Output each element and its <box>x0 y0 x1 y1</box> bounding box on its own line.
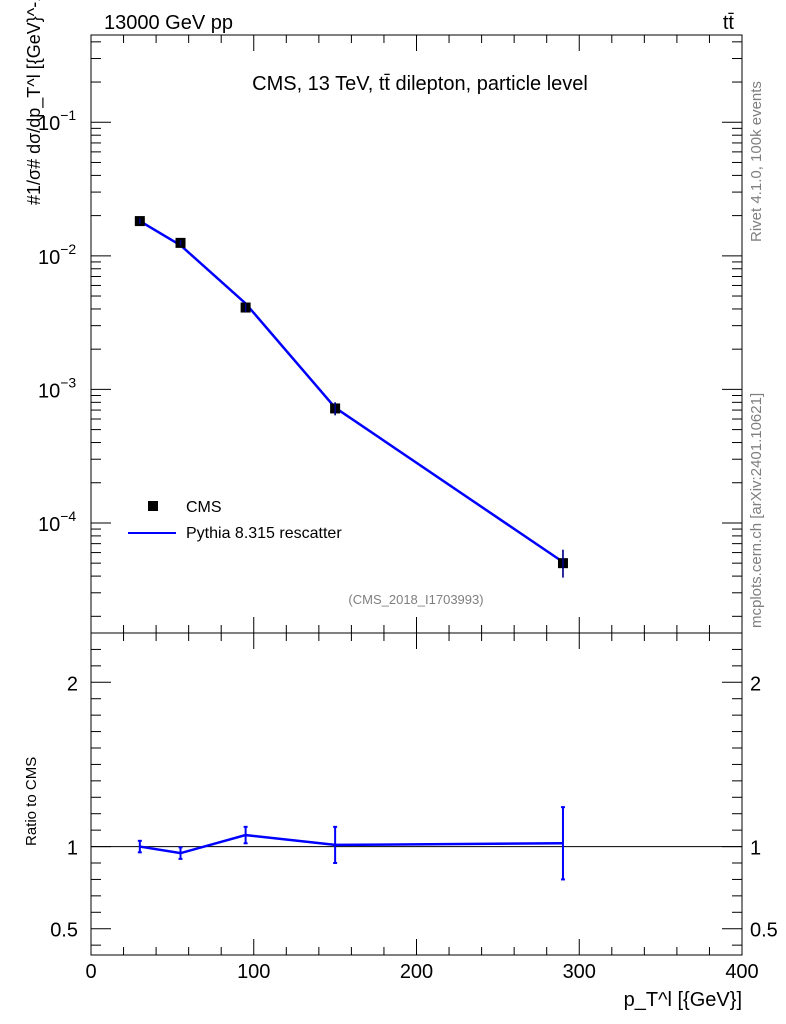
rivet-label: Rivet 4.1.0, 100k events <box>748 81 765 242</box>
legend: CMS Pythia 8.315 rescatter <box>128 499 342 542</box>
main-y-axis-title: #1/σ# dσ/dp_T^l [{GeV}^-1] <box>24 0 45 205</box>
main-y-tick-labels: 10−410−310−210−1 <box>38 107 76 536</box>
ratio-y-tick-label-right: 0.5 <box>750 920 778 942</box>
ratio-line <box>139 833 563 855</box>
x-tick-label: 100 <box>237 961 270 983</box>
ratio-y-axis-title: Ratio to CMS <box>23 757 40 846</box>
x-tick-labels: 0 100 200 300 400 <box>85 961 758 983</box>
main-y-axis-label: #1/σ# dσ/dp_T^l [{GeV}^-1] <box>24 0 45 205</box>
x-tick-label: 0 <box>85 961 96 983</box>
x-axis-label: p_T^l [{GeV}] <box>624 989 742 1011</box>
energy-label: 13000 GeV pp <box>104 12 233 34</box>
legend-marker-cms <box>148 501 158 511</box>
legend-label-cms: CMS <box>186 499 222 516</box>
ratio-data-layer <box>91 806 742 881</box>
ratio-y-tick-label-left: 0.5 <box>50 920 78 942</box>
x-tick-label: 200 <box>400 961 433 983</box>
process-label: tt̄ <box>723 12 735 34</box>
main-data-layer <box>134 216 568 578</box>
main-axis-ticks <box>90 35 743 633</box>
mcplots-label-group: mcplots.cern.ch [arXiv:2401.10621] <box>748 393 765 628</box>
ratio-y-tick-label-right: 2 <box>750 673 761 695</box>
rivet-label-group: Rivet 4.1.0, 100k events <box>748 81 765 242</box>
ratio-tick-labels: 0.5 0.5 1 1 2 2 <box>50 673 778 941</box>
ratio-panel-frame <box>90 632 743 956</box>
mcplots-label: mcplots.cern.ch [arXiv:2401.10621] <box>748 393 765 628</box>
ratio-y-tick-label-right: 1 <box>750 838 761 860</box>
main-y-tick-label: 10−3 <box>38 374 76 402</box>
ratio-y-tick-label-left: 2 <box>67 673 78 695</box>
ratio-axis-ticks <box>90 632 743 955</box>
x-tick-label: 300 <box>563 961 596 983</box>
legend-label-pythia: Pythia 8.315 rescatter <box>186 525 342 542</box>
chart-title: CMS, 13 TeV, tt̄ dilepton, particle leve… <box>252 73 588 95</box>
x-tick-label: 400 <box>725 961 758 983</box>
ratio-y-tick-label-left: 1 <box>67 838 78 860</box>
main-y-tick-label: 10−2 <box>38 241 76 269</box>
ratio-y-axis-label: Ratio to CMS <box>23 757 40 846</box>
main-y-tick-label: 10−4 <box>38 508 76 536</box>
main-panel-frame <box>90 34 743 634</box>
analysis-id: (CMS_2018_I1703993) <box>348 592 483 607</box>
